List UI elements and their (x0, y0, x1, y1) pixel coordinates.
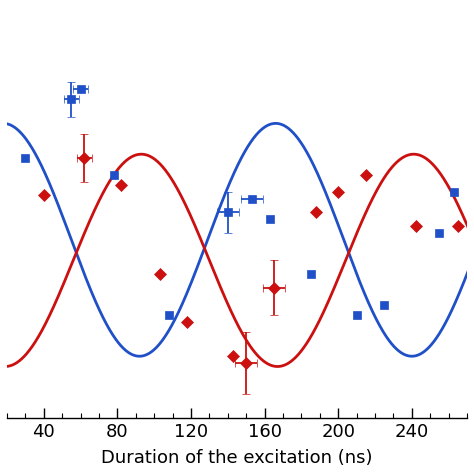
X-axis label: Duration of the excitation (ns): Duration of the excitation (ns) (101, 449, 373, 467)
